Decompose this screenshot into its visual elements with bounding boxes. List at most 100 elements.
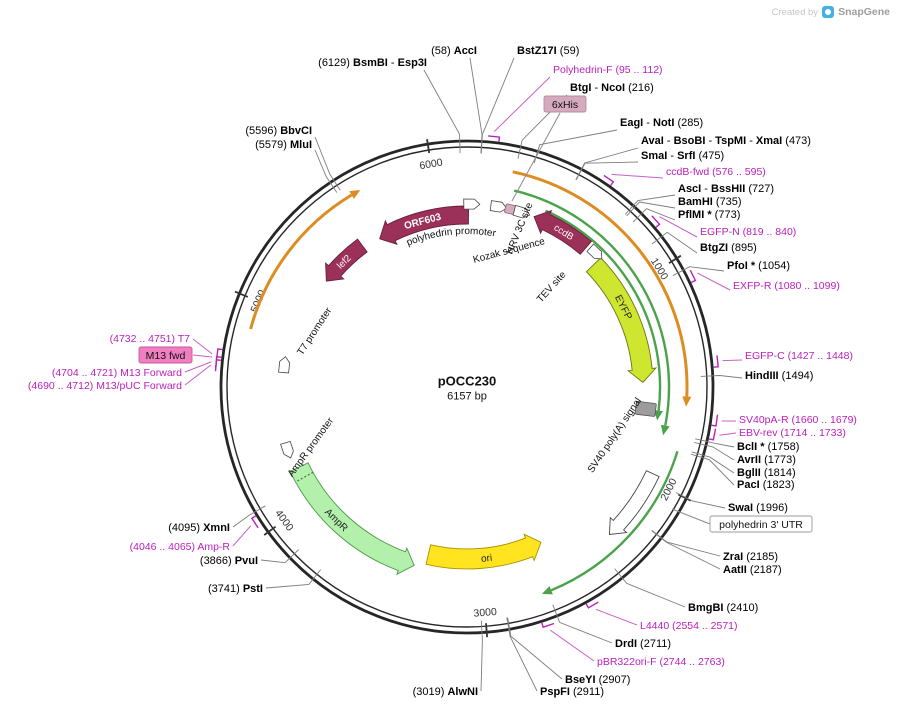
leader-BseYI (507, 617, 563, 680)
inner-label-t7-promoter: T7 promoter (295, 305, 334, 357)
callout-PvuI: (3866) PvuI (200, 555, 258, 567)
leader-label-polyhedrin-3UTR (671, 508, 711, 525)
leader-SwaI (675, 492, 726, 509)
backbone-outer-ring (219, 139, 715, 635)
scale-tick-1000 (668, 254, 682, 264)
callout-PspFI: PspFI (2911) (540, 686, 604, 698)
primer-tick (603, 174, 615, 186)
leader-BmgBI (614, 568, 686, 608)
callout-BstZ17I: BstZ17I (59) (517, 45, 579, 57)
leader-BglII (691, 451, 735, 474)
leader-HindIII (700, 375, 743, 379)
downstream-orange-arc-arrowhead (682, 396, 692, 407)
leader-AatII (651, 530, 721, 570)
primer-tick (541, 622, 555, 629)
kozak-marker (489, 200, 508, 213)
callout-AlwNI: (3019) AlwNI (413, 686, 478, 698)
feature-EYFP (585, 257, 658, 384)
snapgene-logo-icon (822, 6, 835, 18)
callout-BtgZI: BtgZI (895) (700, 242, 757, 254)
leader-pBR322ori-F (549, 629, 595, 662)
label-polyhedrin-3UTR: polyhedrin 3' UTR (719, 519, 803, 531)
green-arc-bottom-arrowhead (541, 586, 553, 595)
primer-tick (711, 414, 719, 427)
leader-PstI (265, 569, 322, 589)
primer-tick (585, 601, 599, 609)
backbone-inner-ring (226, 146, 708, 628)
callout-BseYI: BseYI (2907) (565, 674, 630, 686)
credit-prefix: Created by (771, 6, 819, 18)
callout-Amp-R: (4046 .. 4065) Amp-R (130, 541, 231, 553)
green-arc-inner-arrowhead (654, 410, 663, 421)
callout-PfoI: PfoI * (1054) (727, 260, 790, 272)
scale-label-6000: 6000 (418, 157, 443, 173)
scale-label-3000: 3000 (473, 606, 497, 620)
leader-L4440 (595, 608, 638, 626)
leader-Amp-R (232, 525, 252, 547)
leader-EagI-NotI (533, 129, 618, 164)
primer-tick (250, 515, 259, 529)
leader-MluI (314, 149, 338, 193)
scale-tick-6000 (426, 139, 431, 154)
credit-brand: SnapGene (838, 6, 890, 18)
leader-BstZ17I (480, 57, 515, 154)
polyhedrin-promoter-arrow (463, 198, 481, 210)
upstream-orange-arc-arrowhead (349, 190, 361, 199)
primer-tick (708, 428, 717, 441)
leader-AlwNI (480, 620, 483, 692)
label-M13-fwd-box (138, 346, 193, 364)
downstream-orange-arc (512, 170, 689, 397)
callout-pBR322ori-F: pBR322ori-F (2744 .. 2763) (597, 656, 725, 668)
leader-SmaI-SrfI (575, 161, 639, 181)
callout-BmgBI: BmgBI (2410) (688, 602, 758, 614)
callout-PacI: PacI (1823) (737, 479, 795, 491)
label-M13-fwd: M13 fwd (146, 350, 186, 362)
primer-tick (488, 135, 501, 142)
scale-tick-4000 (263, 525, 277, 536)
ampr-signal-boundary (295, 471, 314, 483)
callout-PflMI: PflMI * (773) (678, 209, 740, 221)
leader-PspFI (506, 617, 538, 692)
callout-HindIII: HindIII (1494) (745, 370, 813, 382)
callout-MluI: (5579) MluI (255, 139, 312, 151)
leader-XmnI (232, 505, 266, 528)
leader-label-M13-fwd (192, 354, 213, 358)
callout-AatII: AatII (2187) (723, 564, 782, 576)
callout-M13-pUC-Forward: (4690 .. 4712) M13/pUC Forward (28, 380, 182, 392)
callout-SV40pA-R: SV40pA-R (1660 .. 1679) (739, 414, 857, 426)
callout-L4440: L4440 (2554 .. 2571) (640, 620, 738, 632)
feature-lef2 (325, 238, 368, 282)
callout-BglII: BglII (1814) (737, 467, 796, 479)
callout-BtgI-NcoI: BtgI - NcoI (216) (570, 82, 654, 94)
leader-EGFP-C (722, 359, 743, 362)
leader-PacI (690, 453, 735, 486)
leader-EBV-rev (719, 432, 737, 436)
credit-line: Created by SnapGene (772, 6, 890, 18)
leader-ccdB-fwd (611, 173, 664, 179)
leader-label-6xHis (511, 112, 561, 202)
leader-M13-Forward (184, 361, 212, 373)
upstream-orange-arc (249, 193, 353, 330)
green-arc-outer-arrowhead (660, 424, 670, 436)
label-polyhedrin-3UTR-box (709, 515, 813, 533)
callout-BclI: BclI * (1758) (737, 441, 799, 453)
feature-SV40-polyA-box (634, 401, 657, 417)
callout-SmaI-SrfI: SmaI - SrfI (475) (641, 150, 724, 162)
leader-BamHI (626, 201, 676, 217)
primer-tick (215, 348, 223, 361)
scale-tick-5000 (234, 290, 249, 298)
callout-XmnI: (4095) XmnI (168, 522, 230, 534)
leader-DrdI (552, 604, 613, 644)
leader-AvrII (694, 441, 735, 461)
label-6xHis-box (543, 95, 587, 113)
callout-M13-Forward: (4704 .. 4721) M13 Forward (52, 367, 182, 379)
leader-AscI-BssHII (624, 194, 676, 215)
primer-tick (713, 355, 719, 368)
feature-ORF603 (379, 205, 470, 246)
scale-tick-2000 (677, 493, 692, 502)
feature-AmpR (289, 462, 415, 576)
tev-marker (586, 243, 603, 260)
callout-EGFP-C: EGFP-C (1427 .. 1448) (745, 350, 853, 362)
leader-AccI (469, 57, 483, 154)
